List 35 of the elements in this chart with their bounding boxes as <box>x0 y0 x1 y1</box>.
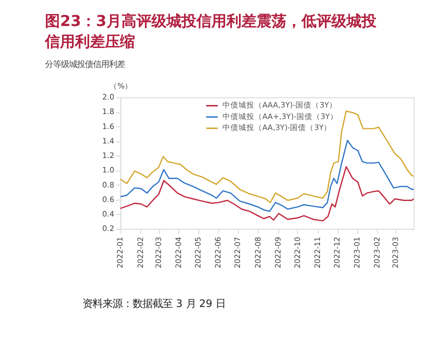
x-tick-label: 2022-04 <box>174 236 184 268</box>
line-series <box>120 166 414 222</box>
x-tick-label: 2022-05 <box>194 236 203 268</box>
x-tick-label: 2022-03 <box>154 236 163 268</box>
x-tick-label: 2023-03 <box>390 236 400 268</box>
x-tick-label: 2022-06 <box>214 236 223 268</box>
text: 资料来源：数据截至 3 月 29 日 <box>82 298 226 310</box>
x-tick-label: 2022-09 <box>273 236 282 268</box>
legend-label: 中债城投（AA+,3Y)-国债（3Y） <box>222 112 338 121</box>
y-tick-label: 1.4 <box>102 136 114 146</box>
y-tick-label: 1.8 <box>102 107 114 116</box>
x-tick-label: 2022-12 <box>332 236 342 268</box>
line-series <box>120 140 414 212</box>
y-tick-label: 2.0 <box>102 92 114 102</box>
x-tick-label: 2022-08 <box>253 236 262 268</box>
legend-label: 中债城投（AA,3Y)-国债（3Y） <box>222 123 332 132</box>
y-tick-label: 1.0 <box>102 166 114 175</box>
chart-title: 图23：3月高评级城投信用利差震荡，低评级城投信用利差压缩 <box>44 12 378 50</box>
x-tick-label: 2022-01 <box>116 236 125 268</box>
y-tick-label: 1.2 <box>102 151 114 160</box>
x-tick-label: 2022-11 <box>312 236 322 268</box>
y-axis-title: （%） <box>110 81 133 90</box>
y-tick-label: 0.4 <box>102 210 114 219</box>
line-series <box>120 110 414 204</box>
x-tick-label: 2023-01 <box>352 236 362 268</box>
chart-subtitle: 分等级城投债信用利差 <box>45 59 126 70</box>
x-tick-label: 2022-10 <box>292 236 302 268</box>
y-tick-label: 1.6 <box>102 122 114 131</box>
x-tick-label: 2022-02 <box>136 236 145 268</box>
x-tick-label: 2022-07 <box>233 236 242 268</box>
y-tick-label: 0.6 <box>102 194 114 204</box>
legend-label: 中债城投（AAA,3Y)-国债（3Y） <box>222 100 337 110</box>
y-tick-label: 0.2 <box>102 224 114 234</box>
x-tick-label: 2023-02 <box>372 236 382 268</box>
y-tick-label: 0.8 <box>102 180 114 190</box>
